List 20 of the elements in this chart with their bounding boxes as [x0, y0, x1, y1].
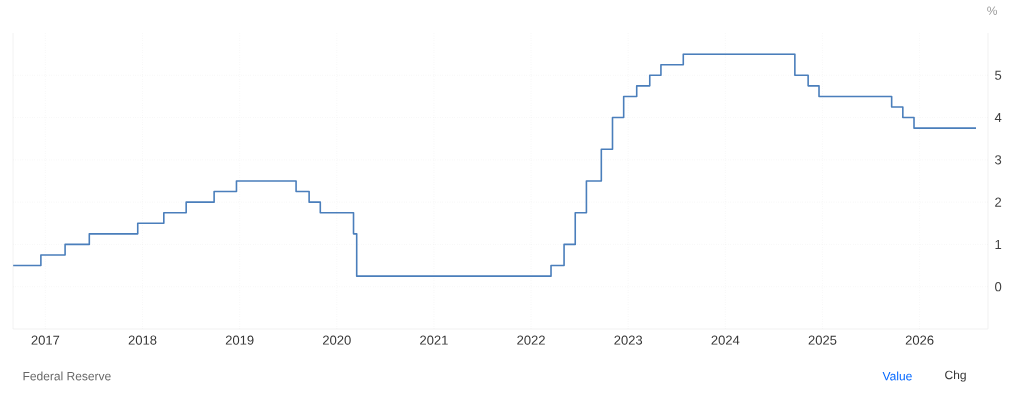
- text: Value: [882, 371, 912, 381]
- y-tick-label: 4: [994, 113, 1002, 123]
- y-tick-label: 2: [995, 197, 1002, 207]
- x-tick-label: 2019: [225, 335, 254, 345]
- x-tick-label: 2026: [905, 335, 934, 345]
- x-tick-label: 2023: [614, 335, 643, 345]
- x-tick-label: 2025: [808, 335, 837, 345]
- x-tick-label: 2017: [31, 335, 60, 345]
- y-tick-label: 3: [995, 155, 1002, 165]
- y-tick-label: 1: [995, 239, 1002, 249]
- text: Federal Reserve: [23, 371, 111, 381]
- y-tick-label: 5: [995, 70, 1002, 80]
- x-tick-label: 2022: [517, 335, 545, 345]
- y-axis-title: %: [987, 6, 998, 15]
- x-tick-label: 2021: [420, 335, 448, 345]
- x-tick-label: 2024: [711, 335, 740, 345]
- x-tick-label: 2018: [128, 335, 157, 345]
- text: Chg: [945, 370, 966, 382]
- x-tick-label: 2020: [322, 335, 351, 345]
- y-tick-label: 0: [995, 282, 1002, 292]
